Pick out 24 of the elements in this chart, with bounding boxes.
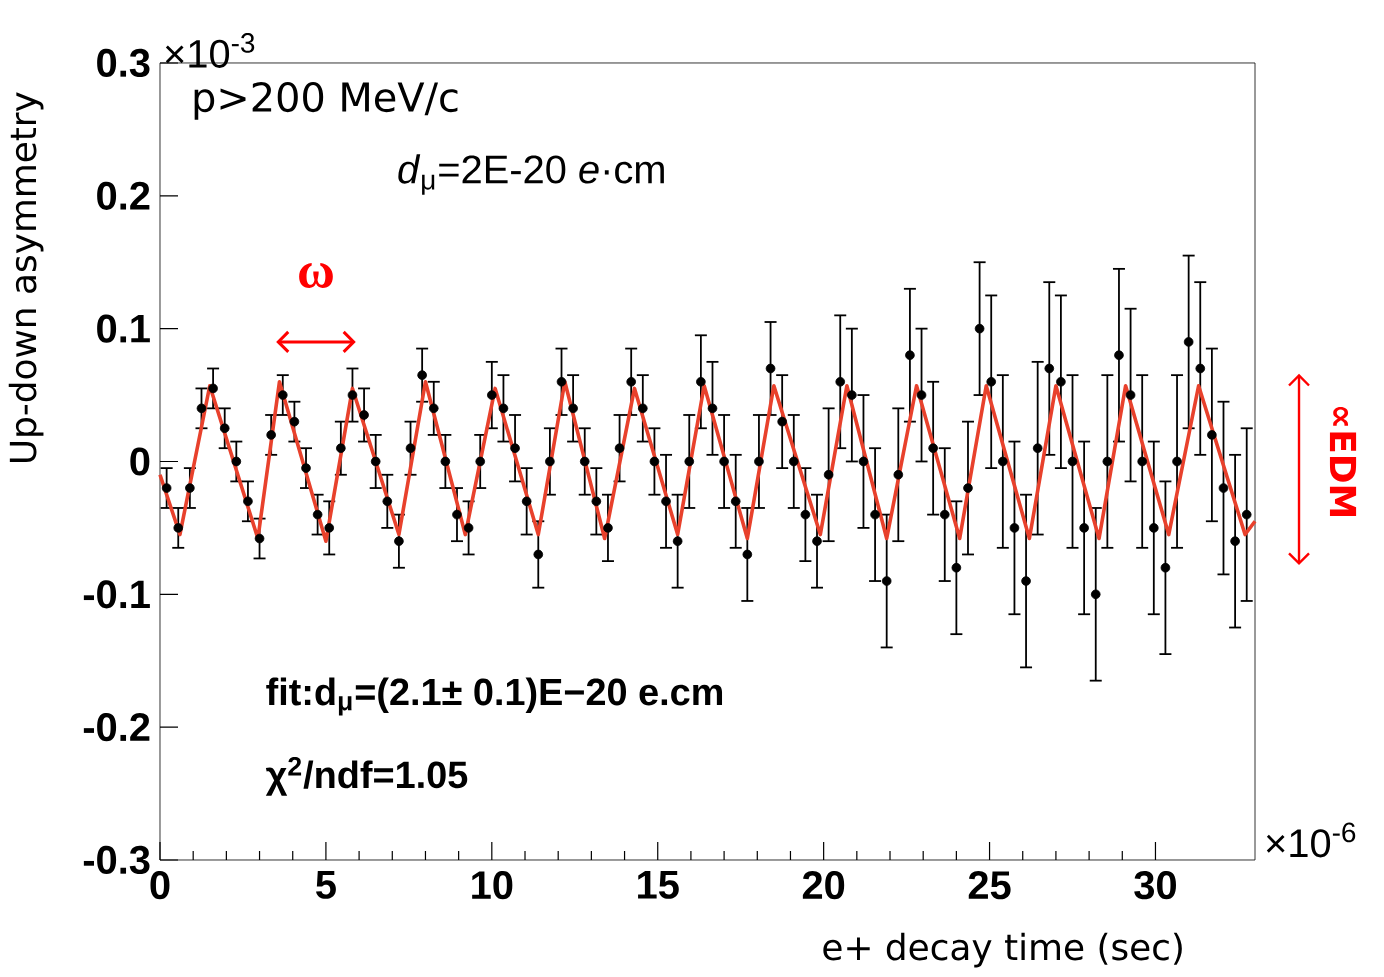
annotation: ω xyxy=(299,263,333,288)
annotation: fit:d$_{μ}$=(2.1± 0.1)E−20 e.cm xyxy=(266,677,723,716)
y-axis-title: Up-down asymmetry xyxy=(8,92,44,463)
text: ∝EDM xyxy=(1329,407,1357,516)
y-tick-label: 0.3 xyxy=(97,48,150,78)
text: ×10$^{-6}$ xyxy=(1266,822,1356,858)
annotation: χ$^{2}$/ndf=1.05 xyxy=(265,756,468,796)
y-tick-label: -0.1 xyxy=(83,580,150,609)
y-tick-label: -0.2 xyxy=(83,713,150,742)
y-tick-label: 0 xyxy=(130,447,150,476)
x-tick-label: 15 xyxy=(638,871,679,899)
y-tick-label: -0.3 xyxy=(83,845,150,875)
x-tick-label: 10 xyxy=(472,871,513,900)
y-tick-label: 0.2 xyxy=(97,181,150,210)
x-tick-label: 25 xyxy=(968,871,1011,900)
annotation: p>200 MeV/c xyxy=(194,82,458,120)
x-tick-label: 0 xyxy=(150,871,170,900)
x-tick-label: 20 xyxy=(802,871,845,900)
annotation: d$_{μ}$=2E-20 e·cm xyxy=(398,154,664,195)
x-tick-label: 5 xyxy=(316,871,336,899)
y-tick-label: 0.1 xyxy=(97,314,150,343)
x-tick-label: 30 xyxy=(1134,871,1176,900)
x-axis-title: e+ decay time (sec) xyxy=(823,932,1182,968)
annotation: ×10$^{-3}$ xyxy=(165,33,255,68)
